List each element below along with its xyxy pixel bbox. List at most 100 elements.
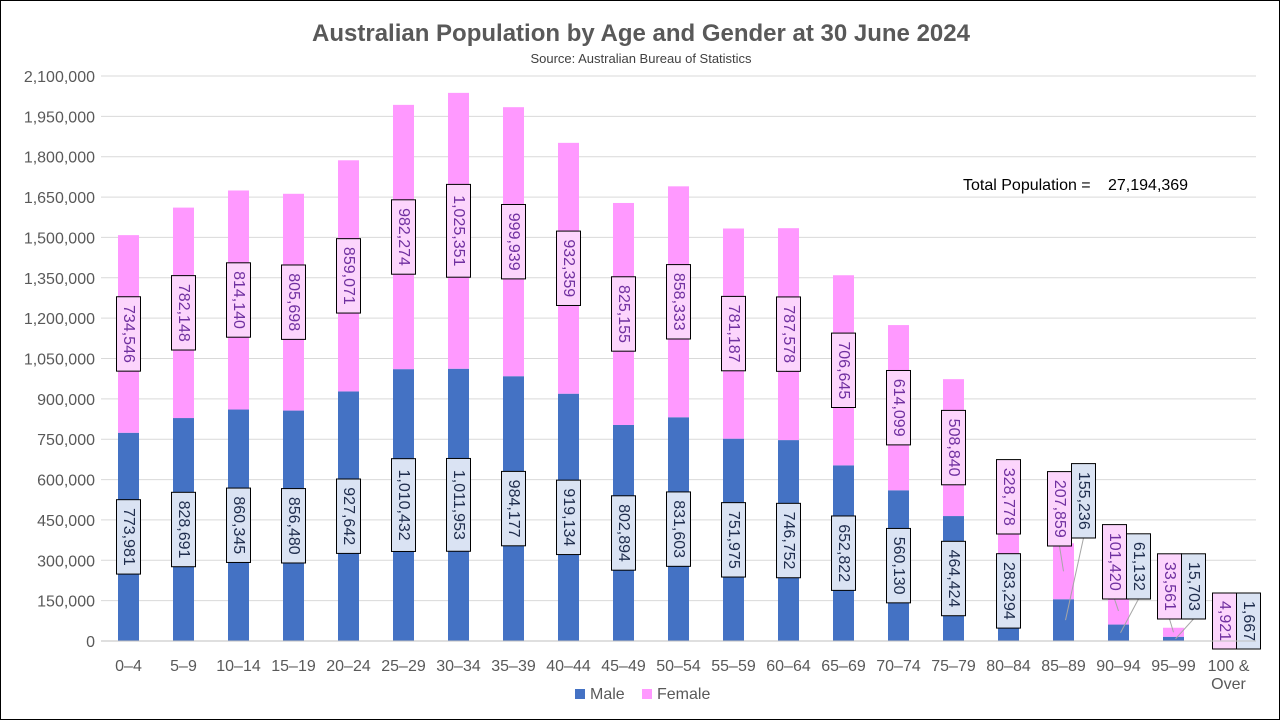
data-label-male: 831,603: [666, 491, 691, 567]
data-label-female: 734,546: [116, 296, 141, 372]
x-tick-label: 20–24: [326, 658, 371, 675]
data-label-male-text: 746,752: [780, 512, 797, 570]
data-label-female: 825,155: [611, 276, 636, 352]
data-label-female-box: [281, 264, 306, 340]
data-label-male-text: 773,981: [120, 508, 137, 566]
y-tick-label: 600,000: [37, 473, 95, 490]
y-axis: 0 150,000 300,000 450,000 600,000 750,000 900,…: [24, 69, 95, 651]
data-label-male-text: 464,424: [945, 550, 962, 608]
data-label-female-text: 814,140: [230, 271, 247, 329]
data-label-female-text: 787,578: [780, 305, 797, 363]
data-labels: 773,981 734,546 828,691 782,148 860,345 814,1…: [116, 183, 1261, 650]
y-tick-label: 900,000: [37, 392, 95, 409]
y-tick-label: 1,200,000: [24, 311, 95, 328]
data-label-female-text: 782,148: [175, 284, 192, 342]
data-label-female-text: 33,561: [1161, 562, 1178, 611]
data-label-male-box: [776, 502, 801, 579]
data-label-female: 706,645: [831, 332, 856, 408]
data-label-male-text: 751,975: [725, 511, 742, 569]
data-label-male-text: 860,345: [230, 496, 247, 554]
data-label-female-box: [501, 203, 526, 280]
x-tick-label: 50–54: [656, 658, 701, 675]
data-label-female-box: [391, 199, 416, 275]
x-tick-label: 55–59: [711, 658, 756, 675]
data-label-female: 328,778: [996, 459, 1021, 535]
data-label-male-box: [336, 478, 361, 554]
data-label-female-box: [556, 230, 581, 306]
data-label-female-box: [776, 296, 801, 372]
y-tick-label: 300,000: [37, 553, 95, 570]
y-tick-label: 1,800,000: [24, 150, 95, 167]
data-label-female: 207,859: [1047, 471, 1072, 547]
data-label-male: 283,294: [996, 553, 1021, 629]
data-label-female: 787,578: [776, 296, 801, 372]
data-label-female-text: 101,420: [1106, 533, 1123, 591]
data-label-male: 560,130: [886, 527, 911, 604]
data-label-female: 1,025,351: [446, 183, 471, 278]
x-tick-label: 25–29: [381, 658, 426, 675]
data-label-female-box: [1157, 553, 1182, 620]
x-tick-label: 100 &: [1208, 658, 1250, 675]
data-label-female-text: 859,071: [340, 247, 357, 305]
y-tick-label: 1,350,000: [24, 271, 95, 288]
data-label-male-text: 652,822: [835, 524, 852, 582]
data-label-female: 508,840: [941, 409, 966, 486]
y-tick-label: 1,650,000: [24, 190, 95, 207]
data-label-female: 932,359: [556, 230, 581, 306]
data-label-female: 805,698: [281, 264, 306, 340]
x-tick-label: Over: [1211, 676, 1246, 693]
data-label-male-text: 1,010,432: [395, 469, 412, 540]
data-label-female-text: 706,645: [835, 341, 852, 399]
data-label-female-text: 825,155: [615, 285, 632, 343]
data-label-female-box: [226, 262, 251, 338]
data-label-male-text: 61,132: [1130, 542, 1147, 591]
data-label-male: 746,752: [776, 502, 801, 579]
data-label-male-text: 919,134: [560, 488, 577, 546]
data-label-female-box: [941, 409, 966, 486]
y-tick-label: 1,950,000: [24, 109, 95, 126]
data-label-male-text: 155,236: [1075, 472, 1092, 530]
data-label-male-text: 984,177: [505, 480, 522, 538]
data-label-male: 828,691: [171, 491, 196, 568]
data-label-male: 919,134: [556, 479, 581, 556]
data-label-female-text: 614,099: [890, 379, 907, 437]
data-label-female: 982,274: [391, 199, 416, 275]
data-label-female-text: 932,359: [560, 239, 577, 297]
x-tick-label: 90–94: [1096, 658, 1141, 675]
y-tick-label: 750,000: [37, 432, 95, 449]
data-label-male: 1,010,432: [391, 458, 416, 552]
data-label-male-text: 560,130: [890, 537, 907, 595]
data-label-female: 614,099: [886, 369, 911, 446]
data-label-female-box: [886, 369, 911, 446]
data-label-female-text: 999,939: [505, 213, 522, 271]
data-label-male-box: [171, 491, 196, 568]
data-label-female-text: 4,921: [1216, 601, 1233, 641]
leader-line-male: [1065, 537, 1084, 621]
data-label-male-box: [1071, 463, 1096, 539]
data-label-male-box: [611, 495, 636, 571]
data-label-female-box: [996, 459, 1021, 535]
data-label-female-text: 781,187: [725, 305, 742, 363]
x-tick-label: 65–69: [821, 658, 866, 675]
data-label-male: 15,703: [1181, 553, 1206, 620]
total-population-label: Total Population =: [963, 177, 1091, 194]
leader-line-male: [1120, 598, 1139, 634]
data-label-male-box: [1181, 553, 1206, 620]
bar-male: [1163, 636, 1184, 641]
data-label-female-text: 1,025,351: [450, 195, 467, 266]
data-label-female-box: [1102, 524, 1127, 600]
data-label-male: 464,424: [941, 540, 966, 617]
y-tick-label: 1,500,000: [24, 230, 95, 247]
data-label-female-text: 734,546: [120, 305, 137, 363]
data-label-female: 101,420: [1102, 524, 1127, 600]
chart-title: Australian Population by Age and Gender …: [312, 20, 971, 47]
x-tick-label: 80–84: [986, 658, 1031, 675]
data-label-female-box: [1047, 471, 1072, 547]
data-label-male-box: [501, 470, 526, 547]
x-tick-label: 0–4: [115, 658, 142, 675]
data-label-female-box: [171, 275, 196, 351]
data-label-male-box: [226, 487, 251, 563]
data-label-male: 751,975: [721, 502, 746, 578]
